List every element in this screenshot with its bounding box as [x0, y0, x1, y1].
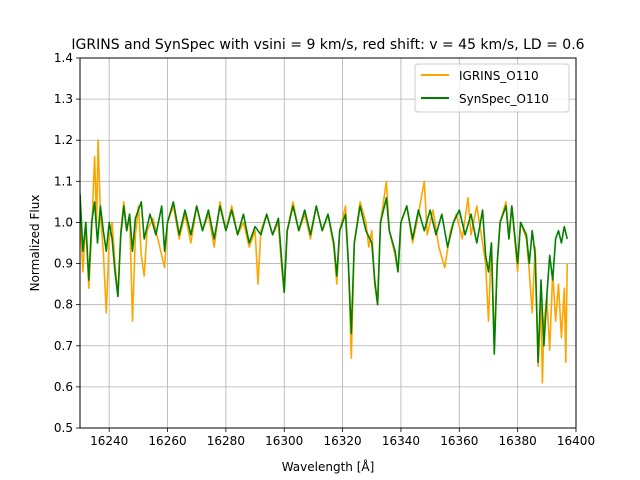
legend-box — [414, 63, 570, 113]
y-tick-label: 1.2 — [54, 133, 73, 147]
x-tick-label: 16280 — [207, 434, 245, 448]
x-axis: 16240 16260 16280 16300 16320 16340 16360 16380… — [90, 428, 595, 448]
series-line-synspec — [80, 193, 568, 363]
x-tick-label: 16300 — [265, 434, 303, 448]
x-tick-label: 16240 — [90, 434, 128, 448]
y-axis: 0.5 0.6 0.7 0.8 0.9 1.0 1.1 1.2 1.3 1.4 — [54, 51, 80, 435]
y-tick-label: 1.1 — [54, 174, 73, 188]
legend: IGRINS_O110 SynSpec_O110 — [414, 63, 570, 113]
x-tick-label: 16340 — [382, 434, 420, 448]
x-tick-label: 16320 — [323, 434, 361, 448]
x-tick-label: 16360 — [440, 434, 478, 448]
chart-title: IGRINS and SynSpec with vsini = 9 km/s, … — [71, 37, 584, 53]
x-tick-label: 16380 — [499, 434, 537, 448]
y-axis-label: Normalized Flux — [28, 195, 42, 292]
y-tick-label: 0.7 — [54, 339, 73, 353]
plot-frame — [79, 57, 577, 429]
y-tick-label: 0.9 — [54, 257, 73, 271]
x-tick-label: 16260 — [148, 434, 186, 448]
y-tick-label: 0.5 — [54, 421, 73, 435]
x-tick-label: 16400 — [557, 434, 595, 448]
y-tick-label: 1.0 — [54, 215, 73, 229]
y-tick-label: 1.4 — [54, 51, 73, 65]
y-tick-label: 1.3 — [54, 92, 73, 106]
y-tick-label: 0.8 — [54, 298, 73, 312]
legend-label-synspec: SynSpec_O110 — [459, 92, 549, 106]
legend-label-igrins: IGRINS_O110 — [459, 69, 539, 83]
x-axis-label: Wavelength [Å] — [282, 459, 375, 474]
series-layer — [80, 139, 568, 384]
y-tick-label: 0.6 — [54, 380, 73, 394]
